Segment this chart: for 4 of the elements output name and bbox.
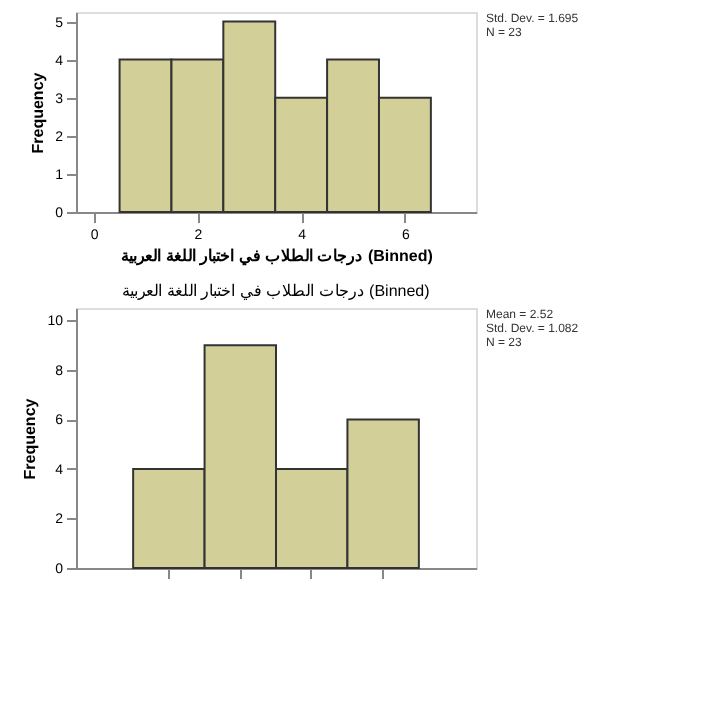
chart-title: درجات الطلاب في اختبار اللغة العربية (Binned) [122,282,431,300]
x-axis-title: درجات الطلاب في اختبار اللغة العربية (Binned) [121,247,434,267]
y-axis-title: Frequency [29,71,48,154]
y-axis-title: Frequency [21,397,40,480]
